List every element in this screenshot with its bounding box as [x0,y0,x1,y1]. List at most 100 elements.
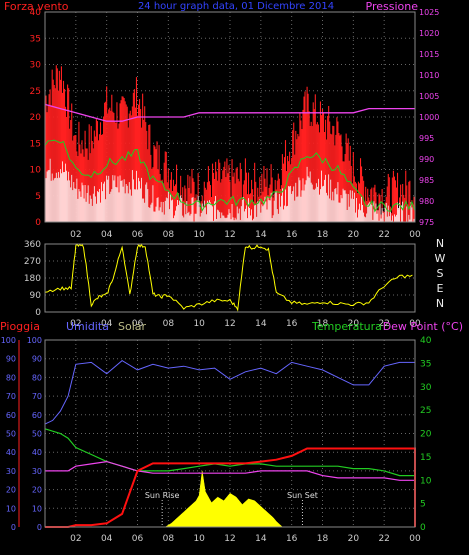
temperature-tick-label: 15 [420,453,431,463]
wind-tick-label: 20 [30,113,42,123]
wind-tick-label: 10 [30,166,42,176]
humidity-line [44,359,415,425]
wind-panel-frame [44,11,416,223]
direction-x-tick-label: 16 [286,319,298,329]
compass-label: S [437,267,444,280]
compass-label: N [436,237,444,250]
direction-x-tick-label: 14 [255,319,267,329]
compass-label: N [436,297,444,310]
direction-x-tick-label: 04 [101,319,113,329]
rain-tick-label: 40 [6,448,16,457]
temperature-axis-title: Temperatura [311,320,382,333]
pressure-tick-label: 1025 [419,8,439,17]
wind-axis-title: Forza vento [4,0,69,13]
direction-tick-label: 270 [24,257,41,267]
humidity-tick-label: 10 [32,504,42,513]
rain-tick-label: 20 [6,486,16,495]
humidity-tick-label: 20 [32,486,42,495]
direction-tick-label: 0 [35,308,41,318]
humidity-tick-label: 30 [32,467,42,476]
humidity-tick-label: 0 [37,523,42,532]
direction-x-tick-label: 18 [317,319,329,329]
dewpoint-axis-title: Dew Point (°C) [383,320,463,333]
rain-tick-label: 50 [6,430,16,439]
direction-x-tick-label: 22 [378,319,389,329]
wind-x-tick-label: 14 [255,230,267,240]
humidity-tick-label: 90 [32,355,42,364]
rain-tick-label: 90 [6,355,16,364]
pressure-tick-label: 985 [419,176,434,185]
lower-x-tick-label: 08 [163,534,175,544]
direction-tick-label: 180 [24,274,41,284]
pressure-tick-label: 995 [419,134,434,143]
compass-label: W [435,252,446,265]
rain-line [45,447,416,528]
wind-average-line [44,139,416,213]
temperature-tick-label: 10 [420,476,432,486]
temperature-tick-label: 20 [420,430,432,440]
direction-x-tick-label: 00 [409,319,421,329]
temperature-tick-label: 40 [420,336,432,346]
lower-x-tick-label: 20 [348,534,360,544]
rain-tick-label: 100 [1,336,16,345]
wind-x-tick-label: 12 [224,230,235,240]
direction-x-tick-label: 12 [224,319,235,329]
direction-x-tick-label: 10 [193,319,205,329]
wind-tick-label: 0 [35,218,41,228]
direction-tick-label: 360 [24,240,41,250]
rain-axis-title: Pioggia [0,320,40,333]
sun-set-label: Sun Set [287,491,318,500]
wind-x-tick-label: 06 [132,230,144,240]
direction-tick-label: 90 [30,291,42,301]
lower-x-tick-label: 04 [101,534,113,544]
rain-tick-label: 60 [6,411,16,420]
wind-x-tick-label: 08 [163,230,175,240]
wind-tick-label: 25 [30,87,41,97]
pressure-tick-label: 1005 [419,92,439,101]
pressure-tick-label: 980 [419,197,434,206]
solar-axis-title: Solar [118,320,147,333]
temperature-tick-label: 5 [420,500,426,510]
pressure-tick-label: 990 [419,155,434,164]
wind-x-tick-label: 04 [101,230,113,240]
pressure-axis-title: Pressione [366,0,419,13]
pressure-tick-label: 1020 [419,29,439,38]
sun-rise-label: Sun Rise [145,491,180,500]
wind-tick-label: 35 [30,34,41,44]
wind-x-tick-label: 18 [317,230,329,240]
lower-x-tick-label: 14 [255,534,267,544]
pressure-tick-label: 1015 [419,50,439,59]
wind-direction-line [44,243,413,312]
lower-x-tick-label: 12 [224,534,235,544]
wind-tick-label: 40 [30,8,42,18]
lower-x-tick-label: 16 [286,534,298,544]
temperature-tick-label: 35 [420,359,431,369]
lower-x-tick-label: 00 [409,534,421,544]
temperature-tick-label: 30 [420,383,432,393]
rain-tick-label: 10 [6,504,16,513]
humidity-tick-label: 70 [32,392,42,401]
pressure-tick-label: 1000 [419,113,439,122]
humidity-axis-title: Umidita [66,320,109,333]
lower-panel-frame [44,339,416,528]
rain-tick-label: 70 [6,392,16,401]
humidity-tick-label: 100 [27,336,42,345]
wind-tick-label: 15 [30,139,41,149]
rain-tick-label: 0 [11,523,16,532]
humidity-tick-label: 60 [32,411,42,420]
dewpoint-line [45,460,415,481]
lower-x-tick-label: 18 [317,534,329,544]
rain-tick-label: 80 [6,373,16,382]
direction-x-tick-label: 20 [348,319,360,329]
chart-title: 24 hour graph data, 01 Dicembre 2014 [138,1,334,12]
temperature-tick-label: 0 [420,523,426,533]
wind-x-tick-label: 10 [193,230,205,240]
compass-label: E [437,282,444,295]
lower-x-tick-label: 22 [378,534,389,544]
wind-tick-label: 30 [30,61,42,71]
direction-x-tick-label: 08 [163,319,175,329]
pressure-tick-label: 1010 [419,71,439,80]
direction-x-tick-label: 06 [132,319,144,329]
direction-x-tick-label: 02 [70,319,81,329]
